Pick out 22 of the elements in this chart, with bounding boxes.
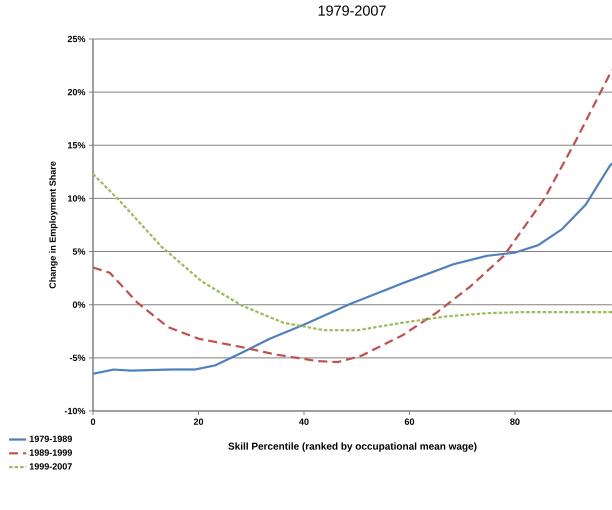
y-tick-label: -5% [70,354,86,362]
y-tick-label: 0% [72,302,86,308]
y-axis-title: Change in Employment Share [49,162,58,288]
x-tick-label: 80 [510,418,520,425]
x-axis-title: Skill Percentile (ranked by occupational mean wage) [228,442,476,452]
x-tick-label: 40 [299,418,309,425]
line-series [92,162,612,375]
line-series [92,68,612,364]
x-tick-label: 0 [90,418,96,425]
chart-title: 1979-2007 [318,6,386,16]
y-tick-label: 20% [68,88,86,96]
y-tick-label: -10% [64,408,86,414]
legend-label: 1989-1999 [30,449,72,456]
legend-label: 1979-1989 [30,436,72,442]
legend-label: 1999-2007 [30,463,72,470]
line-series [92,172,612,332]
y-tick-label: 15% [68,142,86,148]
y-tick-label: 10% [68,195,86,202]
x-tick-label: 20 [194,418,204,425]
y-tick-label: 25% [68,36,86,42]
x-tick-label: 60 [404,418,414,425]
y-tick-label: 5% [72,248,86,255]
